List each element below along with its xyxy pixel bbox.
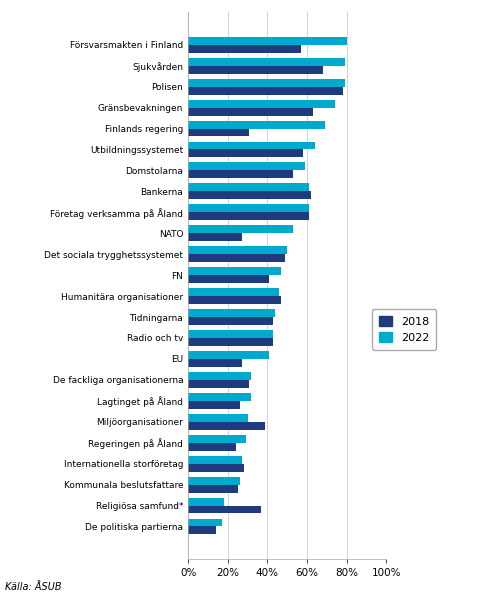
Bar — [188, 254, 285, 262]
Bar — [188, 204, 309, 212]
Bar — [188, 99, 335, 108]
Bar — [188, 58, 345, 65]
Bar — [188, 380, 249, 388]
Bar — [188, 527, 216, 534]
Bar — [188, 183, 309, 192]
Bar — [188, 338, 273, 346]
Bar — [188, 317, 273, 325]
Bar — [188, 233, 242, 241]
Bar — [188, 372, 251, 380]
Bar — [188, 288, 279, 296]
Bar — [188, 267, 281, 275]
Bar — [188, 65, 323, 74]
Bar — [188, 37, 346, 45]
Bar — [188, 422, 265, 430]
Bar — [188, 226, 293, 233]
Bar — [188, 162, 305, 170]
Bar — [188, 79, 345, 87]
Bar — [188, 393, 251, 401]
Bar — [188, 330, 273, 338]
Bar — [188, 518, 222, 527]
Bar — [188, 359, 242, 367]
Bar — [188, 506, 261, 513]
Bar — [188, 170, 293, 178]
Bar — [188, 497, 224, 506]
Bar — [188, 142, 315, 149]
Bar — [188, 129, 249, 136]
Bar — [188, 484, 238, 493]
Bar — [188, 443, 236, 450]
Bar — [188, 456, 242, 464]
Bar — [188, 414, 248, 422]
Bar — [188, 464, 244, 472]
Bar — [188, 401, 240, 409]
Bar — [188, 212, 309, 220]
Bar — [188, 275, 269, 283]
Bar — [188, 309, 275, 317]
Bar — [188, 108, 313, 115]
Text: Källa: ÅSUB: Källa: ÅSUB — [5, 582, 61, 592]
Bar — [188, 192, 311, 199]
Bar — [188, 435, 246, 443]
Bar — [188, 351, 269, 359]
Bar — [188, 121, 325, 129]
Bar — [188, 477, 240, 484]
Legend: 2018, 2022: 2018, 2022 — [372, 309, 436, 350]
Bar — [188, 246, 287, 254]
Bar — [188, 87, 343, 95]
Bar — [188, 45, 301, 53]
Bar — [188, 149, 303, 158]
Bar — [188, 296, 281, 304]
